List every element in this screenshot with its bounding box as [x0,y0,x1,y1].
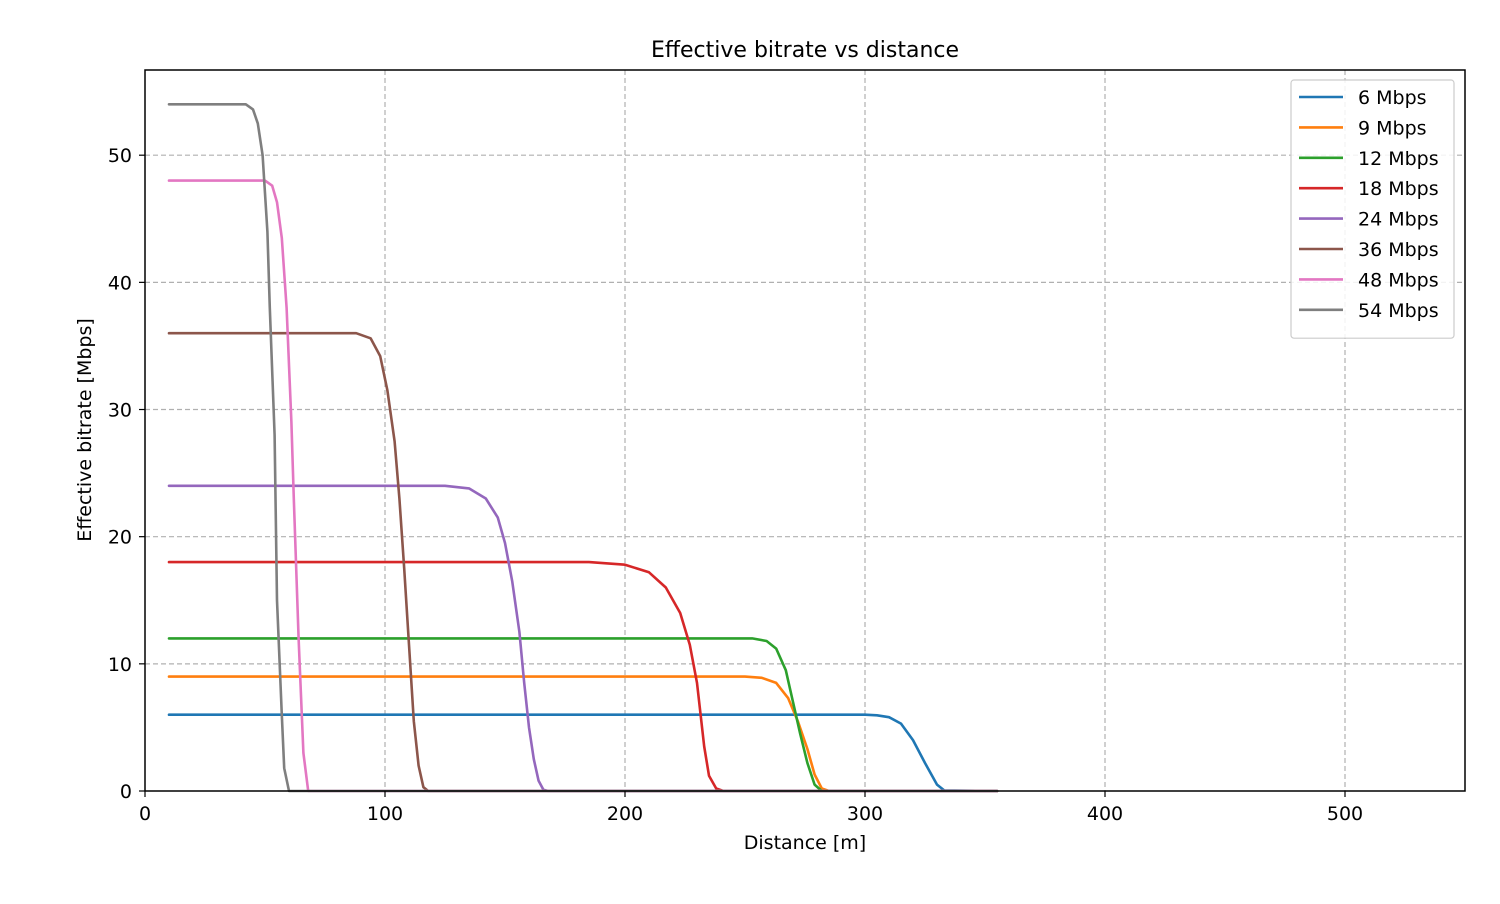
x-tick-label: 300 [847,803,883,825]
legend-label: 48 Mbps [1358,269,1439,291]
legend-label: 24 Mbps [1358,209,1439,231]
x-tick-label: 500 [1327,803,1363,825]
y-tick-label: 30 [108,400,132,422]
y-axis-label: Effective bitrate [Mbps] [74,318,96,542]
series-line-48-mbps [167,179,999,793]
chart-title: Effective bitrate vs distance [651,38,959,63]
legend-label: 6 Mbps [1358,87,1427,109]
x-tick-label: 400 [1087,803,1123,825]
legend-box [1290,79,1455,339]
y-tick-label: 10 [108,654,132,676]
x-axis-label: Distance [m] [744,832,866,854]
series-line-54-mbps [167,103,999,793]
x-tick-label: 200 [607,803,643,825]
series-line-12-mbps [167,637,999,793]
y-tick-label: 20 [108,527,132,549]
legend-label: 36 Mbps [1358,239,1439,261]
legend-label: 12 Mbps [1358,148,1439,170]
series-line-18-mbps [167,560,999,793]
series-line-9-mbps [167,675,999,793]
y-tick-label: 40 [108,272,132,294]
legend-label: 18 Mbps [1358,178,1439,200]
y-tick-label: 0 [120,781,132,803]
x-tick-label: 100 [367,803,403,825]
legend: 6 Mbps 9 Mbps 12 Mbps 18 Mbps 24 Mbps 36 Mbps… [1290,79,1455,339]
x-tick-label: 0 [139,803,151,825]
series-line-24-mbps [167,484,999,793]
legend-label: 54 Mbps [1358,300,1439,322]
series-lines [167,103,999,793]
y-tick-label: 50 [108,145,132,167]
series-line-6-mbps [167,713,999,793]
plot-frame [144,69,1466,792]
axis-ticks: 0 100 200 300 400 500 0 10 20 30 40 50 [108,145,1363,825]
series-line-36-mbps [167,331,999,793]
legend-label: 9 Mbps [1358,117,1427,139]
grid-lines [145,70,1465,791]
